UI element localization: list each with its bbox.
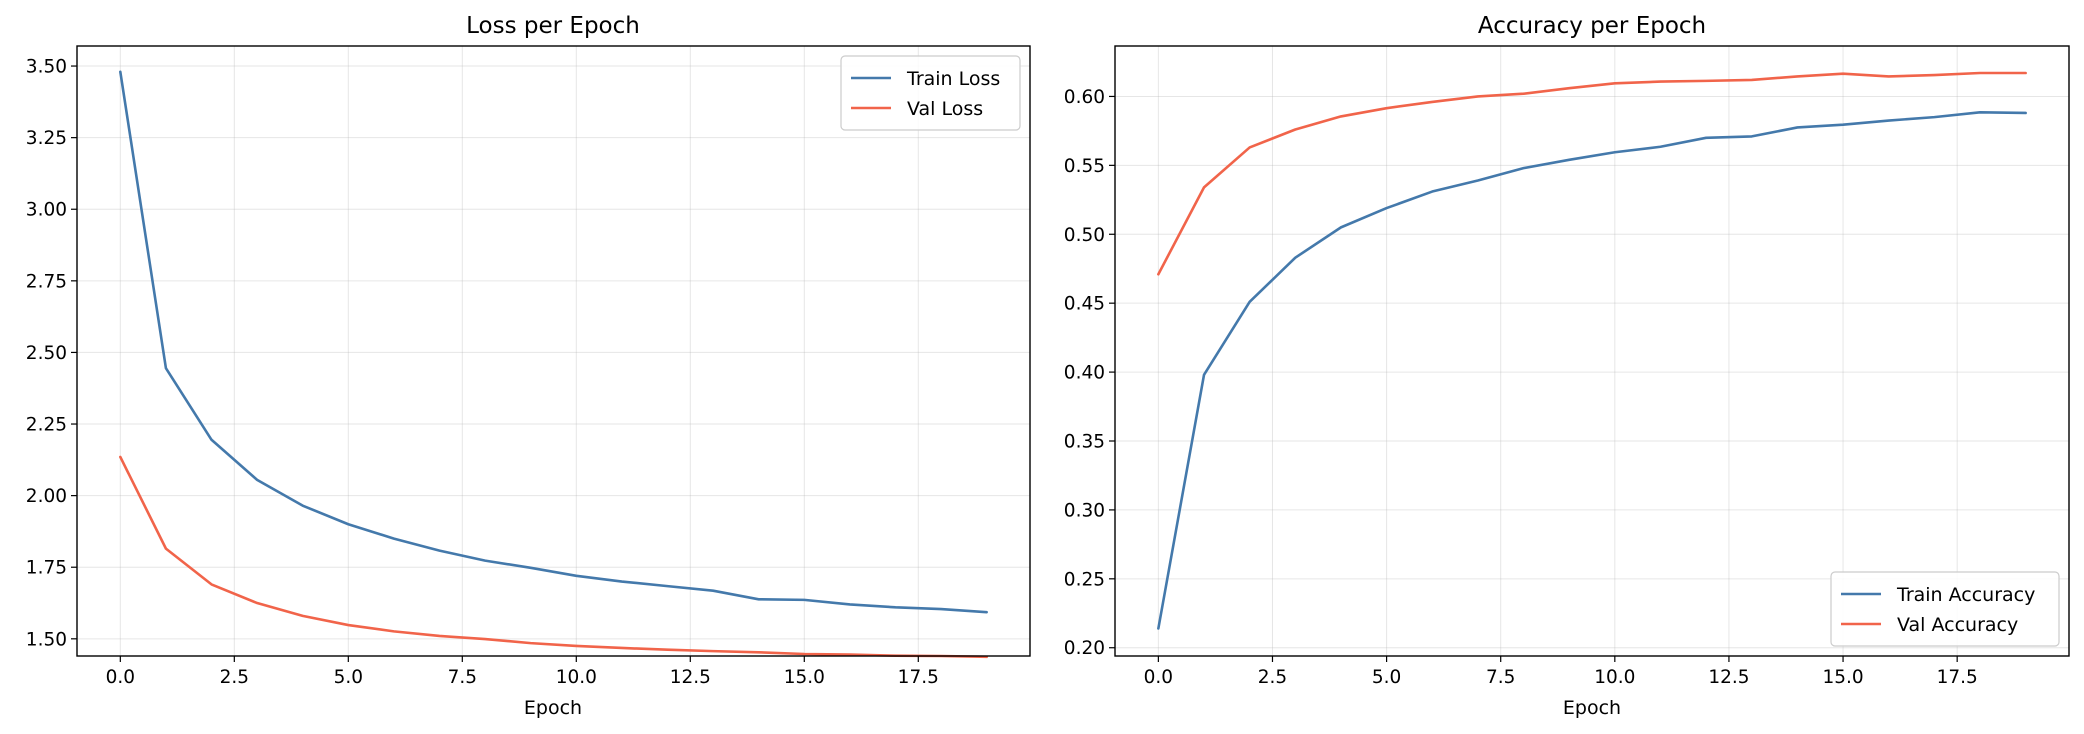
loss-chart-legend: Train Loss Val Loss xyxy=(840,55,1021,131)
loss-x-tick-label: 2.5 xyxy=(220,667,249,688)
loss-y-tick-label: 2.50 xyxy=(26,343,67,364)
loss-y-tick-label: 3.50 xyxy=(26,57,67,78)
loss-y-tick-label: 1.50 xyxy=(26,629,67,650)
accuracy-chart-panel: Accuracy per Epoch 0.0 2.5 5.0 7.5 10.0 12.5 1… xyxy=(1064,13,2070,719)
loss-x-tick-label: 12.5 xyxy=(670,667,711,688)
loss-x-tick-label: 7.5 xyxy=(448,667,477,688)
accuracy-x-tick-label: 10.0 xyxy=(1594,667,1635,688)
accuracy-chart-title: Accuracy per Epoch xyxy=(1478,13,1706,39)
loss-legend-label: Train Loss xyxy=(906,68,1000,90)
loss-y-tick-label: 1.75 xyxy=(26,558,67,579)
loss-x-tick-label: 10.0 xyxy=(556,667,597,688)
accuracy-y-tick-label: 0.25 xyxy=(1064,569,1105,590)
accuracy-x-tick-label: 17.5 xyxy=(1937,667,1978,688)
accuracy-y-tick-label: 0.30 xyxy=(1064,500,1105,521)
accuracy-x-tick-label: 15.0 xyxy=(1822,667,1863,688)
loss-series-line-1 xyxy=(119,70,988,614)
accuracy-y-tick-label: 0.40 xyxy=(1064,363,1105,384)
loss-x-tick-label: 17.5 xyxy=(898,667,939,688)
accuracy-legend-label: Train Accuracy xyxy=(1896,584,2035,606)
accuracy-x-tick-label: 12.5 xyxy=(1708,667,1749,688)
loss-x-tick-label: 15.0 xyxy=(784,667,825,688)
accuracy-x-tick-label: 0.0 xyxy=(1144,667,1173,688)
accuracy-series-line-2 xyxy=(1157,71,2027,276)
loss-x-tick-label: 0.0 xyxy=(106,667,135,688)
accuracy-x-tick-label: 2.5 xyxy=(1258,667,1287,688)
loss-y-tick-label: 2.25 xyxy=(26,415,67,436)
accuracy-x-tick-label: 5.0 xyxy=(1372,667,1401,688)
accuracy-chart-legend: Train Accuracy Val Accuracy xyxy=(1830,571,2060,647)
accuracy-chart-plot-frame xyxy=(1114,45,2070,657)
accuracy-y-tick-label: 0.45 xyxy=(1064,294,1105,315)
accuracy-x-tick-label: 7.5 xyxy=(1486,667,1515,688)
accuracy-legend-label: Val Accuracy xyxy=(1897,614,2018,636)
loss-chart-title: Loss per Epoch xyxy=(466,13,640,39)
loss-series-line-2 xyxy=(119,455,988,659)
accuracy-y-tick-label: 0.35 xyxy=(1064,431,1105,452)
loss-chart-x-axis-label: Epoch xyxy=(524,697,582,719)
loss-y-tick-label: 2.00 xyxy=(26,486,67,507)
loss-y-tick-label: 3.25 xyxy=(26,128,67,149)
accuracy-chart-x-axis-label: Epoch xyxy=(1563,697,1621,719)
loss-x-tick-label: 5.0 xyxy=(334,667,363,688)
accuracy-y-tick-label: 0.20 xyxy=(1064,638,1105,659)
accuracy-series-line-1 xyxy=(1157,110,2027,630)
loss-legend-box xyxy=(840,55,1021,131)
loss-legend-label: Val Loss xyxy=(907,98,983,120)
loss-chart-panel: Loss per Epoch 0.0 2.5 5.0 7.5 10.0 12.5 15.0 1… xyxy=(26,13,1031,719)
accuracy-y-tick-label: 0.60 xyxy=(1064,87,1105,108)
accuracy-y-tick-label: 0.50 xyxy=(1064,225,1105,246)
loss-y-tick-label: 2.75 xyxy=(26,271,67,292)
loss-y-tick-label: 3.00 xyxy=(26,200,67,221)
loss-chart-plot-frame xyxy=(76,45,1031,657)
accuracy-legend-box xyxy=(1830,571,2060,647)
accuracy-y-tick-label: 0.55 xyxy=(1064,156,1105,177)
